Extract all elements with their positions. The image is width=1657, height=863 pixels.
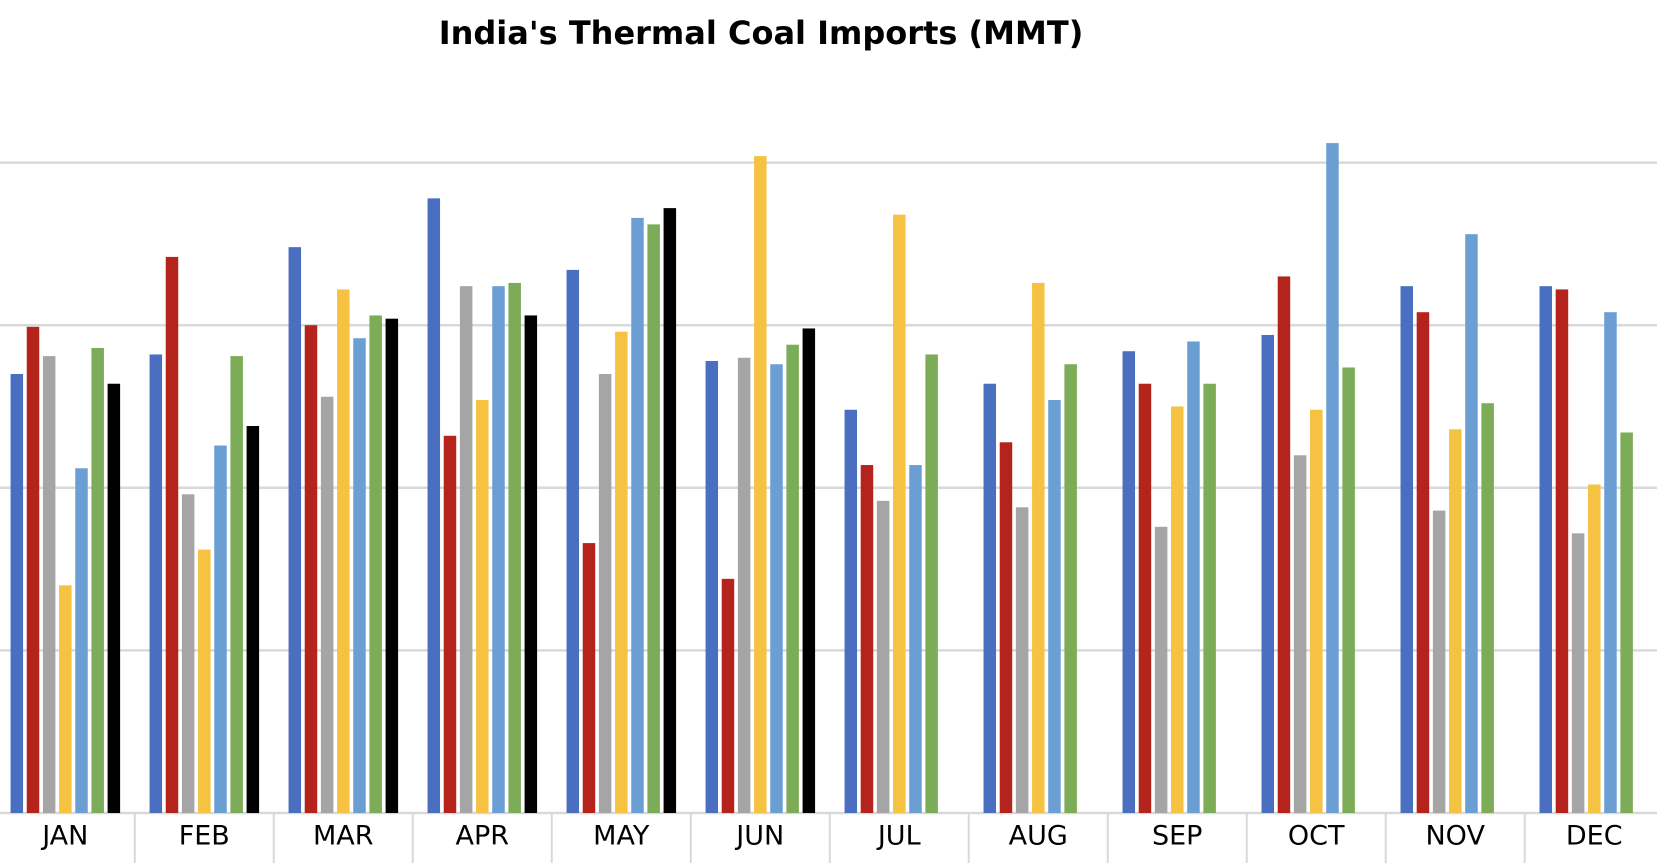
bar (320, 396, 334, 813)
bar (737, 357, 751, 813)
x-tick-label: OCT (1288, 821, 1345, 852)
bar (1138, 383, 1152, 813)
x-tick-label: JUL (876, 821, 921, 852)
bar (10, 373, 24, 813)
bar (1416, 312, 1430, 813)
bar (844, 409, 858, 813)
bar (860, 465, 874, 813)
bar (770, 364, 783, 813)
bar (246, 426, 260, 813)
bar (59, 585, 72, 813)
bar (1555, 289, 1569, 814)
bar (427, 198, 441, 813)
bar (786, 344, 799, 813)
bar (615, 331, 628, 813)
bar (663, 208, 677, 814)
bar (802, 328, 816, 813)
bar (1064, 364, 1077, 813)
bar (1293, 455, 1307, 813)
bar (165, 256, 179, 814)
bar (524, 315, 538, 813)
bar (893, 214, 906, 813)
x-tick-label: FEB (179, 821, 230, 852)
bar (369, 315, 382, 813)
bar (1481, 403, 1494, 813)
bar (288, 247, 302, 814)
bar (983, 383, 997, 813)
bar (1539, 286, 1553, 813)
bar (1310, 409, 1323, 813)
x-tick-label: AUG (1009, 821, 1068, 852)
bar (1604, 312, 1617, 813)
bar (443, 435, 457, 813)
bar (1326, 143, 1339, 813)
bar (1015, 507, 1029, 813)
bar (1261, 334, 1275, 813)
bar (925, 354, 938, 813)
bar (107, 383, 121, 813)
bar (385, 318, 399, 813)
bar (705, 360, 719, 813)
bar (91, 347, 104, 813)
bar (26, 326, 40, 813)
bar (492, 286, 505, 813)
bar (1048, 399, 1061, 813)
bar (476, 399, 489, 813)
bar (1122, 351, 1136, 813)
bar (214, 445, 227, 813)
bar (149, 354, 163, 813)
bar (631, 217, 644, 813)
x-tick-label: JAN (40, 821, 88, 852)
x-tick-label: SEP (1152, 821, 1202, 852)
bar (1400, 286, 1414, 813)
bar (1277, 276, 1291, 813)
bar (230, 356, 243, 813)
x-tick-label: MAR (313, 821, 374, 852)
x-tick-label: JUN (734, 821, 784, 852)
x-tick-label: NOV (1425, 821, 1485, 852)
bar (876, 500, 890, 813)
bar (1171, 406, 1184, 813)
bar (566, 269, 580, 813)
bar (337, 289, 350, 814)
bar (582, 543, 596, 813)
bar (42, 356, 56, 813)
bar (459, 286, 473, 813)
bar (198, 549, 211, 813)
bar (647, 224, 660, 813)
bar (721, 578, 735, 813)
bar (1465, 234, 1478, 814)
chart-title: India's Thermal Coal Imports (MMT) (439, 14, 1084, 52)
bar (304, 325, 318, 813)
bar (181, 494, 195, 813)
x-tick-label: DEC (1566, 821, 1623, 852)
bar (353, 338, 366, 813)
bar (1571, 533, 1585, 813)
bar (75, 468, 88, 813)
x-tick-label: MAY (593, 821, 650, 852)
bar (909, 465, 922, 813)
bar (598, 373, 612, 813)
x-tick-label: APR (455, 821, 509, 852)
bar (1449, 429, 1462, 813)
bar (1620, 432, 1633, 813)
bar (508, 282, 521, 813)
bar (1342, 367, 1355, 813)
bar (1187, 341, 1200, 813)
bar (1154, 526, 1168, 813)
bar (999, 442, 1013, 813)
bar (754, 156, 767, 813)
bar (1432, 510, 1446, 813)
bar (1203, 383, 1216, 813)
bar (1032, 282, 1045, 813)
bar (1588, 484, 1601, 813)
